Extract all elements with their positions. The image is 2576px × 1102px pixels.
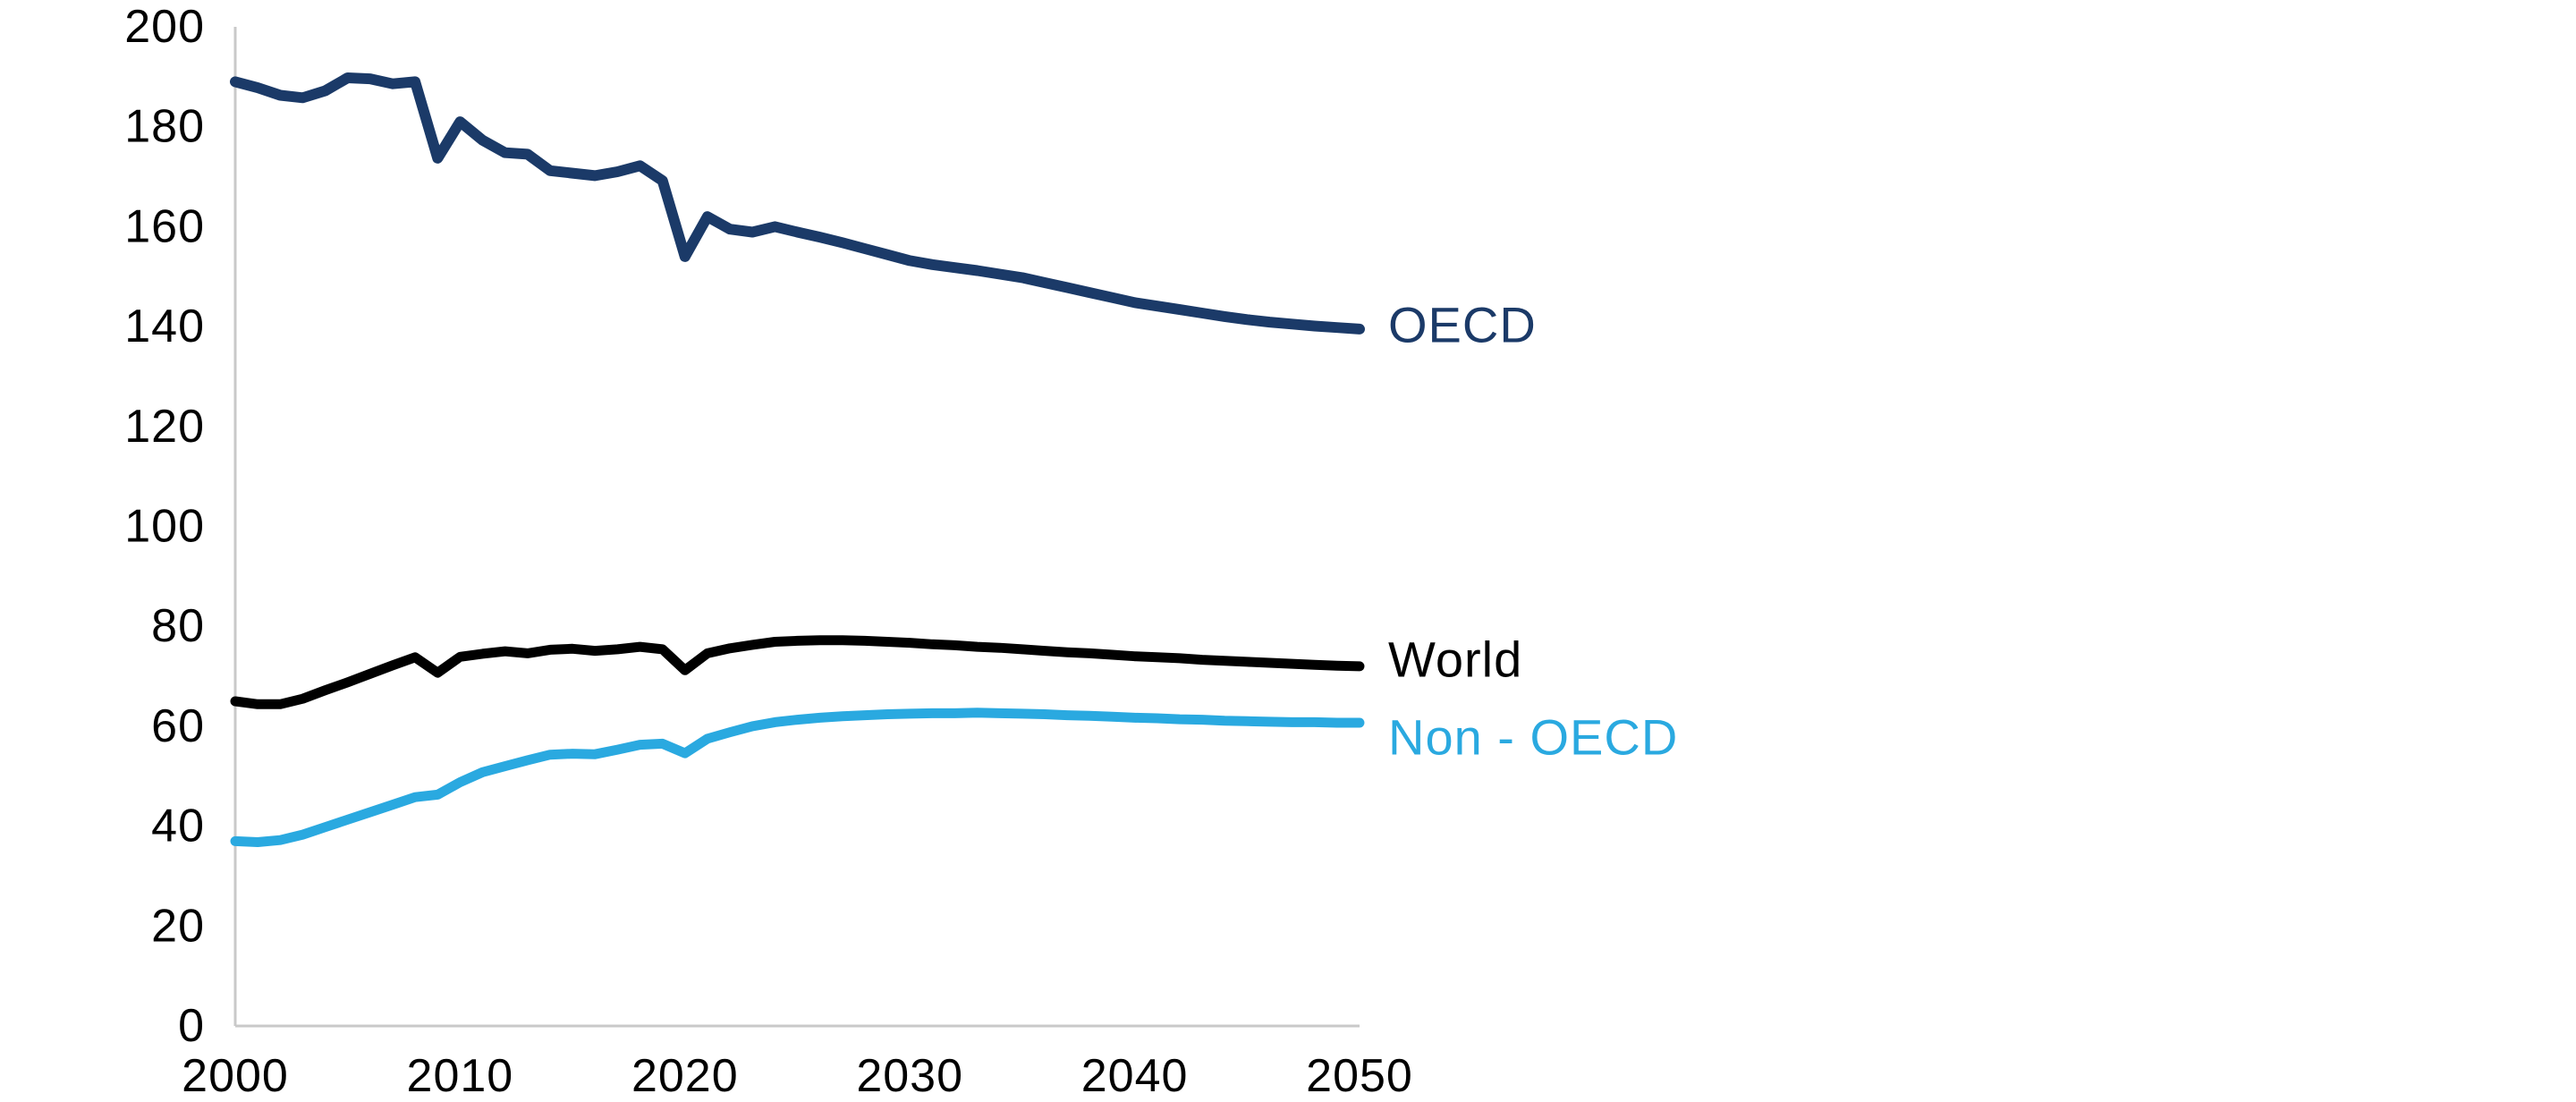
y-tick-label: 20 [151,900,205,952]
x-tick-label: 2020 [631,1050,739,1102]
series-lines [230,72,1365,847]
series-line-oecd [230,72,1365,335]
axes [233,27,1360,1028]
x-tick-label: 2030 [856,1050,963,1102]
y-tick-label: 180 [124,101,205,153]
y-tick-label: 120 [124,401,205,453]
series-label-world: World [1388,631,1522,687]
x-axis-tick-labels: 2000 2010 2020 2030 2040 2050 [182,1050,1413,1102]
series-line-world [230,635,1365,709]
series-end-labels: OECD World Non - OECD [1388,296,1678,765]
x-tick-label: 2010 [407,1050,514,1102]
x-tick-label: 2050 [1306,1050,1413,1102]
y-axis-tick-labels: 0 20 40 60 80 100 120 140 160 180 200 [124,1,205,1052]
x-tick-label: 2040 [1081,1050,1189,1102]
series-label-non-oecd: Non - OECD [1388,708,1678,765]
y-tick-label: 40 [151,801,205,852]
series-label-oecd: OECD [1388,296,1537,352]
y-tick-label: 160 [124,200,205,252]
y-tick-label: 100 [124,501,205,553]
y-tick-label: 60 [151,700,205,752]
y-tick-label: 200 [124,1,205,53]
series-line-non-oecd [230,708,1365,847]
y-tick-label: 80 [151,600,205,652]
x-tick-label: 2000 [182,1050,289,1102]
y-tick-label: 0 [178,1000,205,1052]
y-tick-label: 140 [124,301,205,352]
